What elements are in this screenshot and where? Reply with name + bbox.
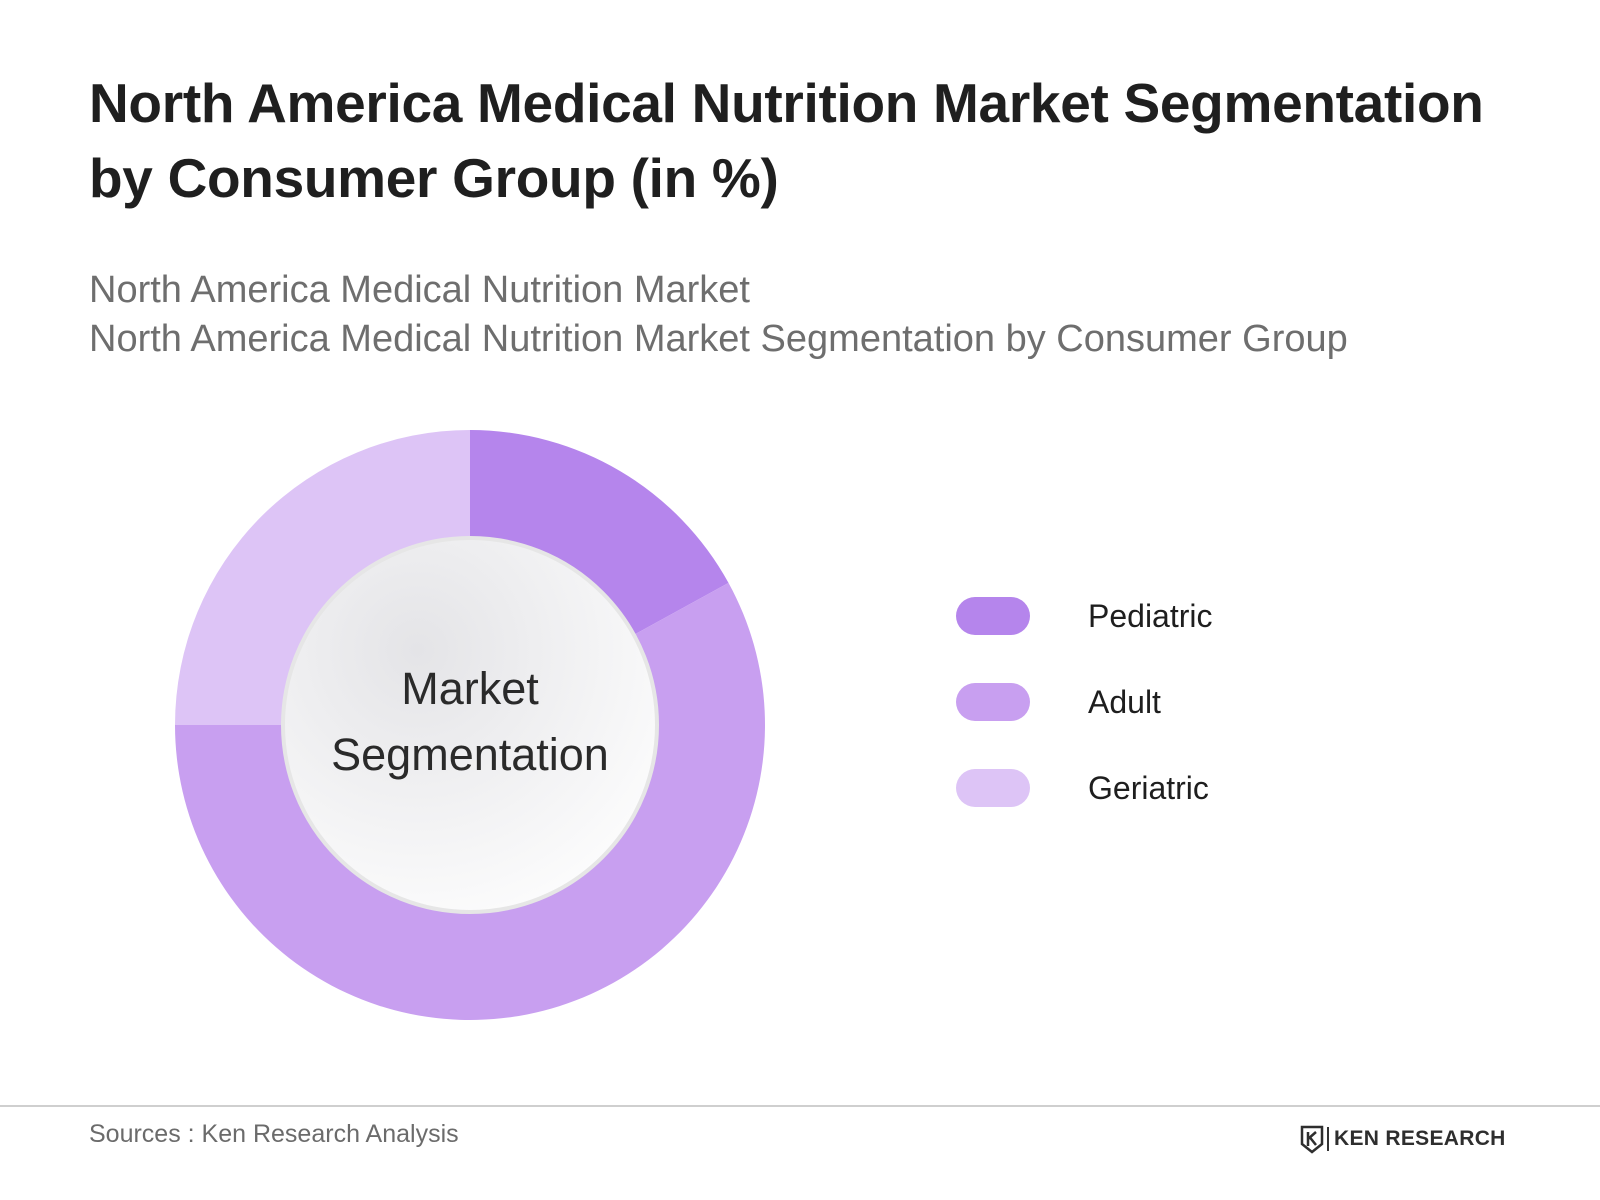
legend-label-adult: Adult — [1088, 683, 1161, 720]
ken-research-logo-icon — [1300, 1125, 1324, 1154]
legend-swatch-pediatric — [956, 597, 1030, 635]
legend-item-pediatric: Pediatric — [956, 596, 1213, 636]
chart-subtitle: North America Medical Nutrition Market N… — [89, 266, 1529, 364]
legend-item-adult: Adult — [956, 682, 1213, 722]
center-label-line-1: Market — [401, 663, 539, 714]
chart-title: North America Medical Nutrition Market S… — [89, 72, 1484, 209]
donut-slice-pediatric — [470, 430, 729, 635]
legend-label-pediatric: Pediatric — [1088, 597, 1213, 634]
brand-name: KEN RESEARCH — [1334, 1127, 1506, 1150]
donut-slice-adult — [175, 582, 766, 1020]
footer-divider — [0, 1105, 1600, 1107]
legend-label-geriatric: Geriatric — [1088, 769, 1209, 806]
donut-center-hub — [281, 536, 659, 914]
legend-item-geriatric: Geriatric — [956, 768, 1213, 808]
chart-legend: Pediatric Adult Geriatric — [956, 596, 1213, 854]
donut-slice-geriatric — [175, 430, 470, 725]
subtitle-line-2: North America Medical Nutrition Market S… — [89, 318, 1348, 360]
legend-swatch-adult — [956, 683, 1030, 721]
brand-logo: KEN RESEARCH — [1300, 1124, 1506, 1154]
brand-separator — [1327, 1127, 1329, 1151]
subtitle-line-1: North America Medical Nutrition Market — [89, 269, 750, 311]
legend-swatch-geriatric — [956, 769, 1030, 807]
source-note: Sources : Ken Research Analysis — [89, 1120, 459, 1148]
donut-slices — [175, 430, 766, 1020]
center-label-line-2: Segmentation — [331, 729, 609, 780]
donut-center-label: Market Segmentation — [330, 656, 610, 788]
